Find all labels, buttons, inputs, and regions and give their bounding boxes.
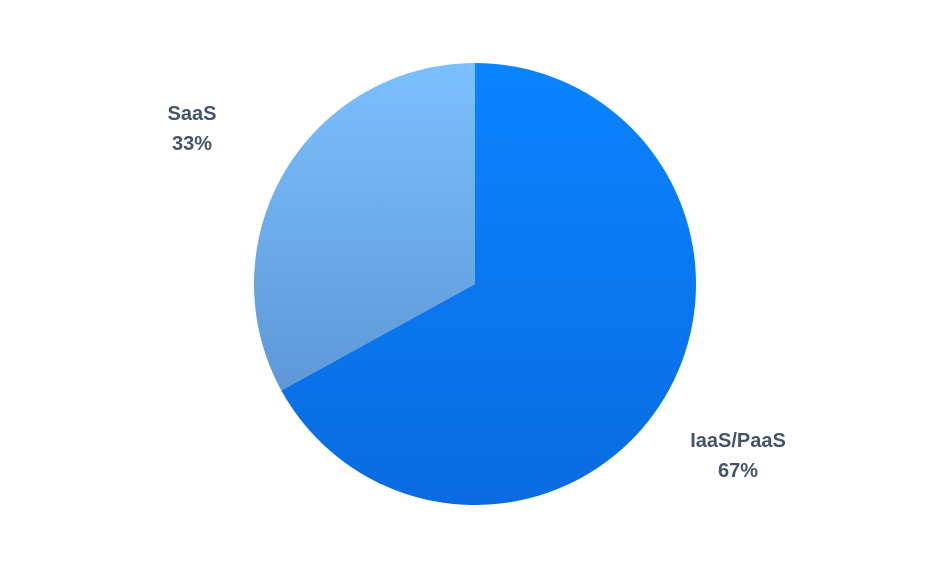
slice-label-saas: SaaS <box>168 103 217 125</box>
slice-value-saas: 33% <box>172 133 212 155</box>
pie-slice-saas <box>253 62 475 391</box>
slice-value-iaas-paas: 67% <box>718 460 758 482</box>
pie-slices <box>253 62 696 505</box>
pie-slice-iaas-paas <box>281 63 696 505</box>
slice-label-iaas-paas: IaaS/PaaS <box>690 430 786 452</box>
